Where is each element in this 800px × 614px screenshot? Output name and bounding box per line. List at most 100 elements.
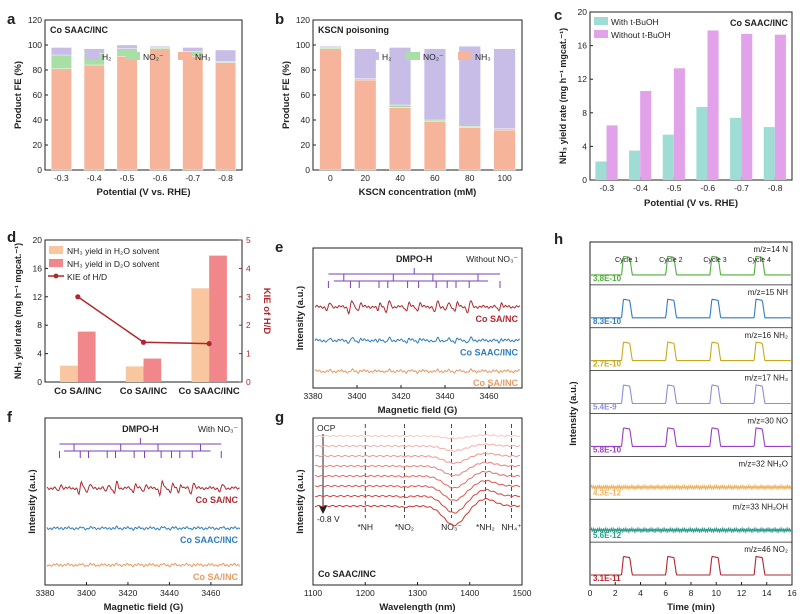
series-label: Co SA/NC [476, 314, 519, 324]
kie-point [206, 341, 212, 347]
x-tick-label: 10 [712, 588, 722, 598]
dmpo-label: DMPO-H [122, 424, 159, 434]
x-axis-label: KSCN concentration (mM) [359, 187, 477, 198]
x-axis-label: Magnetic field (G) [104, 602, 184, 613]
x-tick-label: 20 [361, 173, 371, 183]
series-label: Co SA/NC [196, 495, 239, 505]
kie-point [140, 339, 147, 345]
bar-NH₃ [354, 79, 377, 171]
x-tick-label: 1100 [304, 588, 323, 598]
plot-frame [44, 19, 243, 171]
legend-label: NH₃ [475, 52, 491, 62]
bar-NH₃ [149, 48, 171, 171]
y-tick-label: 120 [296, 15, 310, 25]
spectrum-line [314, 368, 521, 375]
mz-label: m/z=33 NH₂OH [733, 502, 789, 511]
arrow-head [319, 506, 327, 514]
panel-c: c 0 4 8 12 16 20 -0.3 -0.4 -0.5 -0.6 -0.7 -0.8 Potent… [554, 7, 793, 209]
panel-title: Without NO₃⁻ [466, 254, 518, 264]
y-tick-label: 0 [37, 377, 42, 387]
x-tick-label: 3440 [436, 391, 455, 401]
legend-swatch [594, 17, 608, 25]
potential-label: -0.8 V [317, 514, 340, 524]
marker-label: *NH₂ [476, 522, 495, 532]
y-tick-label: 100 [28, 40, 42, 50]
x-tick-label: 3420 [392, 391, 411, 401]
y2-tick-label: 4 [246, 263, 251, 273]
panel-e: e 3380 3400 3420 3440 3460 Magnetic field (G) I… [275, 239, 523, 416]
x-tick-label: 0 [328, 173, 333, 183]
x-tick-label: 1200 [356, 588, 375, 598]
bar-H₂ [149, 46, 171, 48]
y-tick-label: 16 [33, 263, 43, 273]
y-tick-label: 20 [33, 235, 43, 245]
x-tick-label: 3460 [480, 391, 499, 401]
bar-NH₃ [389, 107, 412, 171]
panel-title: Co SAAC/INC [50, 25, 108, 35]
bar-With t-BuOH [662, 134, 674, 180]
y2-tick-label: 3 [246, 292, 251, 302]
kie-point [75, 294, 81, 300]
x-tick-label: 1500 [513, 588, 532, 598]
scale-label: 5.6E-12 [593, 531, 622, 540]
bar-Without t-BuOH [606, 125, 618, 180]
x-tick-label: 80 [465, 173, 475, 183]
panel-b: b 0 20 40 60 80 100 120 0 20 40 60 80 100 KSCN concent… [275, 11, 523, 198]
x-tick-label: 60 [430, 173, 440, 183]
x-tick-label: 8 [689, 588, 694, 598]
x-tick-label: -0.8 [768, 183, 783, 193]
bar-NH₃ [319, 48, 342, 171]
x-axis-label: Wavelength (nm) [379, 602, 455, 613]
legend-label: NO₂⁻ [143, 52, 164, 62]
mz-label: m/z=16 NH₂ [745, 331, 788, 340]
marker-label: *NO₂ [395, 522, 414, 532]
panel-title: With NO₃⁻ [198, 424, 239, 434]
x-tick-label: 1400 [460, 588, 479, 598]
y-axis-label: Intensity (a.u.) [295, 469, 306, 533]
plot-frame [589, 11, 793, 181]
y-tick-label: 0 [582, 175, 587, 185]
x-tick-label: 0 [588, 588, 593, 598]
ms-trace [591, 298, 791, 319]
x-tick-label: -0.5 [667, 183, 682, 193]
panel-letter: h [554, 231, 563, 248]
y-axis-label: Product FE (%) [281, 61, 292, 129]
y-tick-label: 16 [578, 41, 588, 51]
spectrum-line [314, 336, 520, 344]
panel-title: KSCN poisoning [318, 25, 389, 35]
legend-swatch [178, 52, 192, 60]
panel-letter: g [275, 409, 284, 426]
ms-trace [590, 526, 792, 534]
x-tick-label: 3440 [160, 588, 179, 598]
legend-label: H₂ [382, 52, 391, 62]
spectrum-line [314, 479, 521, 502]
y-tick-label: 0 [305, 165, 310, 175]
x-axis-label: Magnetic field (G) [378, 405, 458, 416]
plot-frame [312, 247, 523, 389]
y-axis-label: Product FE (%) [13, 61, 24, 129]
legend-label: NH₃ yield in D₂O solvent [67, 259, 160, 269]
bar-H₂ [215, 49, 236, 62]
mz-label: m/z=15 NH [748, 288, 788, 297]
x-tick-label: -0.7 [734, 183, 749, 193]
y-axis-label: Intensity (a.u.) [295, 286, 306, 350]
spectrum-line [314, 300, 521, 315]
panel-f: f 3380 3400 3420 3440 3460 Magnetic field (G) I… [7, 409, 243, 613]
legend-swatch [406, 52, 420, 60]
bar-Without t-BuOH [673, 68, 685, 180]
cycle-label: Cycle 4 [748, 257, 771, 264]
spectrum-line [46, 525, 241, 531]
x-tick-label: 14 [762, 588, 772, 598]
y-tick-label: 20 [33, 140, 43, 150]
ms-trace [591, 384, 791, 405]
bar-NH₃ yield in H₂O solvent [191, 288, 210, 382]
y2-tick-label: 5 [246, 235, 251, 245]
spectrum-line [314, 470, 521, 489]
spectrum-line [314, 443, 521, 452]
bar-H₂ [458, 46, 481, 127]
x-tick-label: -0.3 [600, 183, 615, 193]
legend-label: NO₂⁻ [423, 52, 444, 62]
x-axis-label: Potential (V vs. RHE) [644, 198, 738, 209]
x-tick-label: 3380 [36, 588, 55, 598]
legend-swatch [458, 52, 472, 60]
